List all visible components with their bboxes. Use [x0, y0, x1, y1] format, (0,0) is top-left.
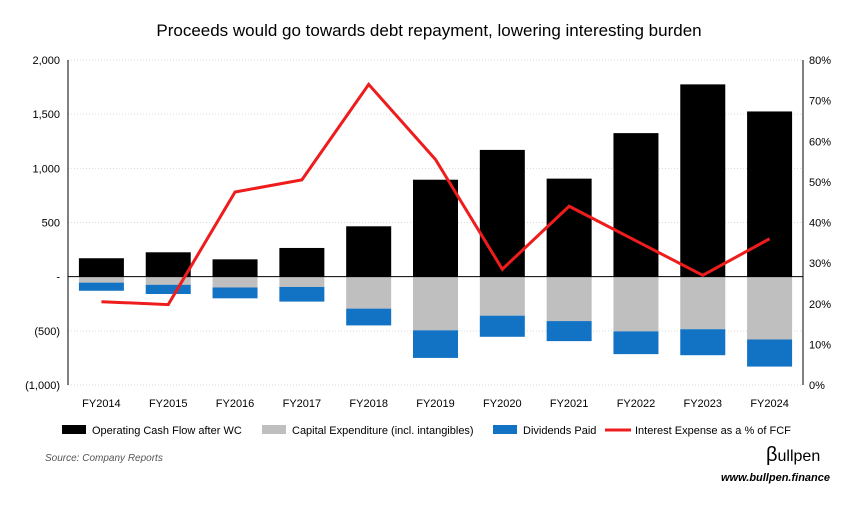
bar-operating-cash-flow	[145, 252, 191, 277]
bar-operating-cash-flow	[613, 133, 659, 277]
bar-capital-expenditure	[279, 276, 325, 287]
bar-dividends-paid	[680, 329, 726, 356]
x-tick-label: FY2015	[149, 398, 188, 410]
bar-capital-expenditure	[145, 276, 191, 285]
bar-dividends-paid	[78, 282, 124, 291]
bar-capital-expenditure	[747, 276, 793, 340]
y-right-tick-label: 70%	[809, 96, 831, 108]
bar-operating-cash-flow	[747, 111, 793, 277]
y-right-tick-label: 0%	[809, 380, 825, 392]
y-right-tick-label: 30%	[809, 258, 831, 270]
x-tick-label: FY2020	[483, 398, 522, 410]
x-tick-label: FY2014	[82, 398, 121, 410]
legend-label: Operating Cash Flow after WC	[92, 425, 242, 437]
bar-dividends-paid	[145, 284, 191, 294]
y-right-tick-label: 40%	[809, 218, 831, 230]
bar-capital-expenditure	[680, 276, 726, 330]
bar-operating-cash-flow	[78, 258, 124, 277]
bar-dividends-paid	[346, 308, 392, 326]
legend-label: Dividends Paid	[523, 425, 596, 437]
bar-operating-cash-flow	[346, 226, 392, 277]
y-left-tick-label: 2,000	[32, 55, 60, 67]
y-right-tick-label: 20%	[809, 299, 831, 311]
bar-operating-cash-flow	[546, 178, 592, 277]
x-axis: FY2014 FY2015 FY2016 FY2017 FY2018 FY2019 FY20…	[82, 398, 789, 410]
left-axis: 2,000 1,500 1,000 500 - (500) (1,000)	[25, 55, 69, 392]
x-tick-label: FY2017	[283, 398, 322, 410]
legend-swatch	[62, 425, 86, 434]
bar-capital-expenditure	[546, 276, 592, 322]
bar-dividends-paid	[212, 287, 258, 299]
bar-capital-expenditure	[613, 276, 659, 332]
legend-swatch	[262, 425, 286, 434]
bar-dividends-paid	[747, 339, 793, 367]
right-axis: 80% 70% 60% 50% 40% 30% 20% 10% 0%	[802, 55, 831, 392]
x-tick-label: FY2022	[617, 398, 656, 410]
bar-capital-expenditure	[212, 276, 258, 288]
legend-label: Capital Expenditure (incl. intangibles)	[292, 425, 474, 437]
bar-dividends-paid	[613, 331, 659, 355]
source-note: Source: Company Reports	[45, 453, 163, 464]
chart-title: Proceeds would go towards debt repayment…	[156, 21, 701, 40]
y-right-tick-label: 80%	[809, 55, 831, 67]
brand-logo: βullpen	[766, 444, 820, 466]
y-left-tick-label: 1,000	[32, 163, 60, 175]
bar-capital-expenditure	[78, 276, 124, 283]
bar-operating-cash-flow	[680, 84, 726, 277]
x-tick-label: FY2019	[416, 398, 455, 410]
brand-symbol: β	[766, 444, 778, 466]
bar-dividends-paid	[279, 286, 325, 302]
bar-operating-cash-flow	[212, 259, 258, 277]
bar-operating-cash-flow	[413, 179, 458, 277]
bar-capital-expenditure	[346, 276, 392, 309]
legend-label: Interest Expense as a % of FCF	[635, 425, 791, 437]
line-interest-expense	[101, 81, 771, 307]
y-right-tick-label: 60%	[809, 136, 831, 148]
y-left-tick-label: -	[56, 272, 60, 284]
x-tick-label: FY2018	[349, 398, 388, 410]
y-right-tick-label: 50%	[809, 177, 831, 189]
bar-dividends-paid	[546, 321, 592, 342]
bar-dividends-paid	[479, 315, 525, 337]
x-tick-label: FY2016	[216, 398, 255, 410]
brand-name: ullpen	[778, 448, 821, 465]
bars	[78, 84, 793, 367]
y-right-tick-label: 10%	[809, 339, 831, 351]
bar-capital-expenditure	[413, 276, 458, 331]
line-series	[101, 81, 771, 307]
legend-swatch	[493, 425, 517, 434]
y-left-tick-label: (500)	[34, 326, 60, 338]
x-tick-label: FY2023	[684, 398, 723, 410]
y-left-tick-label: (1,000)	[25, 380, 60, 392]
x-tick-label: FY2024	[750, 398, 789, 410]
bar-capital-expenditure	[479, 276, 525, 316]
y-left-tick-label: 1,500	[32, 109, 60, 121]
bar-operating-cash-flow	[279, 247, 325, 277]
bar-operating-cash-flow	[479, 149, 525, 277]
website-url: www.bullpen.finance	[721, 472, 830, 484]
y-left-tick-label: 500	[42, 218, 60, 230]
legend: Operating Cash Flow after WC Capital Expe…	[62, 425, 791, 437]
x-tick-label: FY2021	[550, 398, 589, 410]
bar-dividends-paid	[413, 330, 458, 358]
